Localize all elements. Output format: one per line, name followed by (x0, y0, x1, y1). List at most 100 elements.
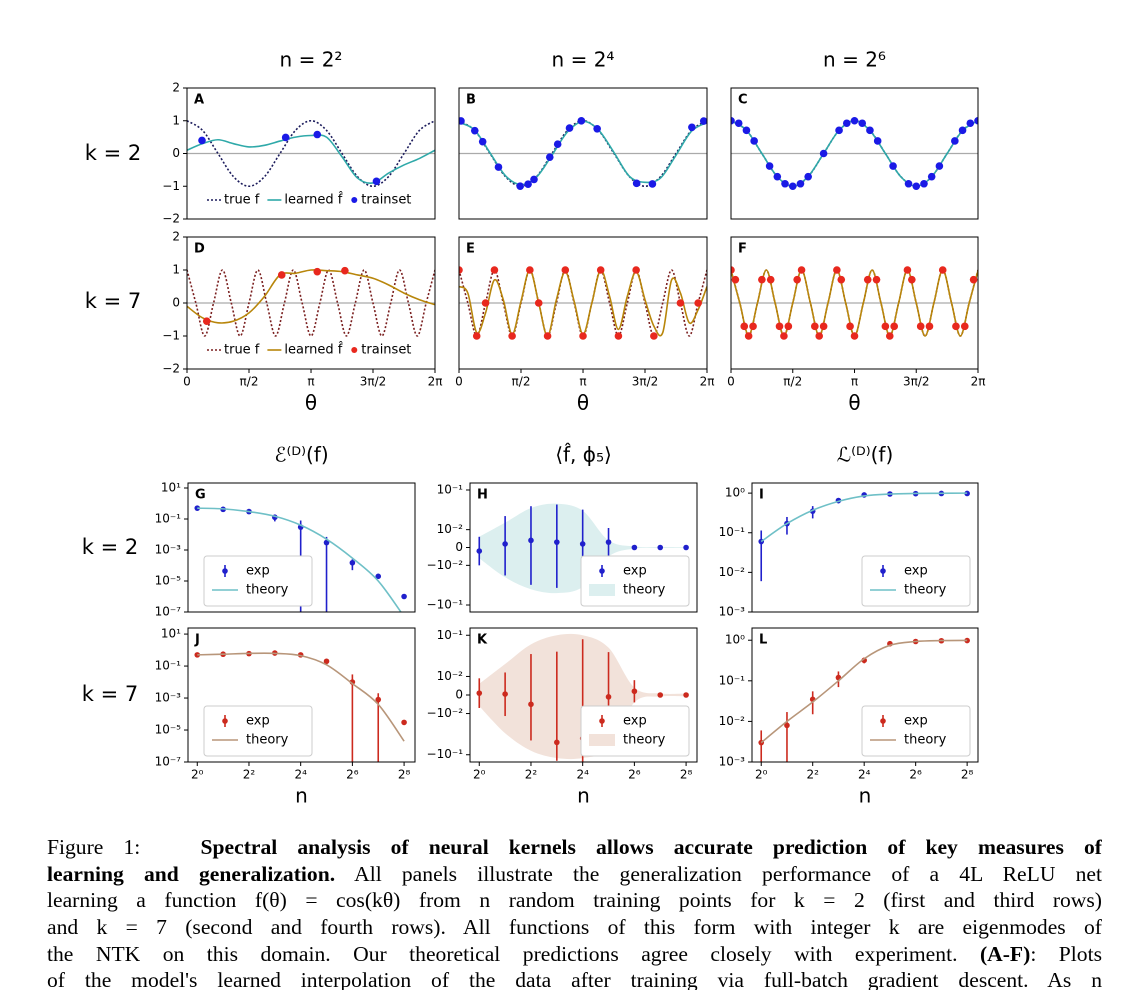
train-point (688, 123, 696, 132)
caption-text: Figure 1: (47, 835, 161, 859)
legend-marker (351, 197, 358, 203)
x-axis-label: θ (305, 391, 317, 415)
train-point (731, 266, 735, 274)
train-point (481, 299, 490, 307)
exp-point (657, 692, 664, 698)
x-axis-label: n (295, 784, 308, 808)
plot-area (758, 490, 970, 582)
train-point (958, 126, 967, 135)
x-tick-label: π/2 (783, 375, 802, 389)
y-tick-label: 10⁻³ (719, 605, 746, 619)
curve (197, 652, 405, 742)
train-point (850, 332, 859, 340)
train-point (916, 322, 925, 331)
caption-line: the NTK on this domain. Our theoretical … (47, 941, 1102, 968)
train-point (596, 266, 605, 274)
train-point (313, 267, 322, 276)
train-point (744, 332, 753, 340)
exp-point (323, 658, 330, 665)
legend-label: trainset (361, 193, 411, 208)
panel-title: n = 2² (280, 48, 343, 72)
train-point (966, 119, 975, 128)
train-point (952, 322, 960, 331)
train-point (819, 322, 828, 331)
exp-point (657, 544, 664, 551)
train-point (903, 266, 912, 274)
y-tick-label: 10⁻¹ (437, 628, 464, 642)
exp-point (528, 537, 534, 544)
train-point (819, 149, 828, 158)
legend-label: learned f̂ (284, 192, 343, 207)
x-tick-label: 3π/2 (903, 375, 930, 389)
exp-point (375, 573, 382, 580)
exp-point (784, 722, 790, 729)
panel-letter: A (194, 93, 204, 108)
train-point (508, 332, 516, 340)
caption-line: and k = 7 (second and fourth rows). All … (47, 914, 1102, 941)
exp-point (683, 544, 689, 551)
panel-title: ℒ⁽ᴰ⁾(f) (837, 443, 894, 467)
train-point (731, 275, 740, 284)
exp-point (554, 739, 560, 746)
exp-point (631, 688, 638, 695)
caption-text: of the model's learned interpolation of … (47, 968, 1102, 990)
panel-letter: L (759, 633, 767, 648)
train-point (766, 275, 775, 284)
panel-letter: K (477, 633, 488, 648)
caption-text: the NTK on this domain. Our theoretical … (47, 941, 980, 966)
caption-line: learning a function f(θ) = cos(kθ) from … (47, 887, 1102, 914)
figure: k = 2 k = 7 k = 2 k = 7 An = 2² −2 −1 0 1 2 tr… (82, 48, 986, 808)
y-tick-label: 10⁻² (437, 522, 464, 536)
plot-area (731, 116, 978, 191)
train-point (758, 275, 766, 284)
train-point (740, 322, 749, 331)
caption-bold: learning and generalization. (47, 861, 336, 886)
train-point (524, 180, 532, 188)
y-tick-label: 10⁰ (725, 633, 745, 647)
exp-point (401, 593, 407, 600)
legend-label: exp (246, 564, 270, 579)
train-point (850, 116, 859, 125)
legend-label: true f (224, 193, 260, 208)
train-point (775, 322, 784, 331)
y-tick-label: −1 (162, 179, 180, 193)
curve (187, 269, 435, 324)
curve (187, 269, 435, 337)
panel: K −10⁻¹ −10⁻² 0 10⁻² 10⁻¹ 2⁰ 2² 2⁴ 2⁶ 2⁸ n exp theory (427, 627, 698, 808)
train-point (650, 332, 658, 340)
train-point (632, 179, 641, 188)
legend-marker (880, 718, 886, 724)
caption-bold: (A-F) (979, 941, 1031, 966)
panel-letter: E (466, 242, 475, 257)
x-tick-label: π (307, 375, 314, 389)
train-point (478, 137, 487, 146)
x-axis-label: n (859, 784, 872, 808)
train-point (750, 137, 758, 145)
train-point (470, 126, 479, 135)
exp-point (528, 701, 534, 708)
x-tick-label: 0 (727, 375, 735, 389)
train-point (938, 266, 947, 274)
y-tick-label: 10⁰ (725, 486, 745, 500)
panel: D −2 −1 0 1 2 0 π/2 π 3π/2 2π θ true f learned f̂ trai… (162, 230, 442, 415)
train-point (837, 275, 846, 284)
x-tick-label: π/2 (512, 375, 531, 389)
train-point (951, 137, 959, 145)
train-point (881, 322, 890, 331)
train-point (579, 332, 587, 340)
curve (760, 639, 968, 744)
panel: G ℰ⁽ᴰ⁾(f) 10⁻⁷ 10⁻⁵ 10⁻³ 10⁻¹ 10¹ exp theory (155, 443, 416, 619)
x-tick-label: 3π/2 (360, 375, 387, 389)
exp-point (323, 539, 330, 546)
exp-point (605, 694, 612, 700)
train-point (494, 163, 503, 171)
caption-text: learning a function f(θ) = cos(kθ) from … (47, 888, 1102, 913)
exp-point (502, 541, 508, 547)
curve (197, 507, 402, 612)
exp-point (605, 539, 612, 545)
y-tick-label: 10¹ (161, 627, 181, 641)
train-point (908, 275, 916, 284)
exp-point (401, 719, 407, 726)
caption-line: Figure 1: Spectral analysis of neural ke… (47, 834, 1102, 861)
